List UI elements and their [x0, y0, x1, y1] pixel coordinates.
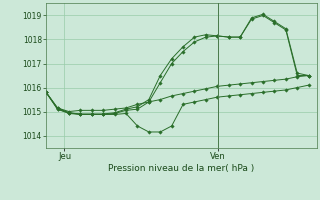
X-axis label: Pression niveau de la mer( hPa ): Pression niveau de la mer( hPa ) — [108, 164, 254, 173]
